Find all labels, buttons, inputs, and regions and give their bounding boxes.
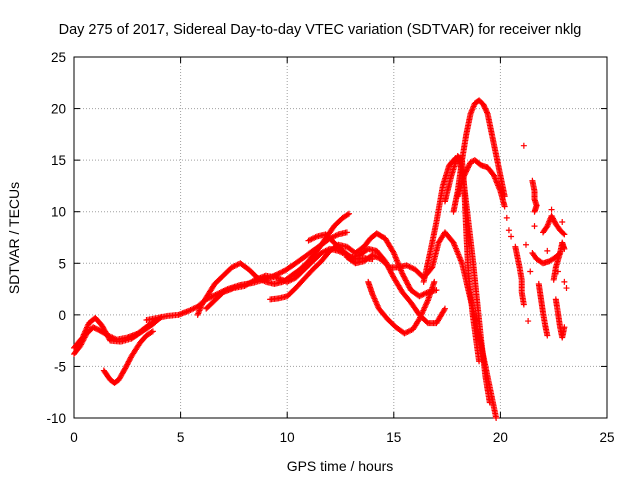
data-point [563,285,570,292]
data-point [462,169,469,176]
x-tick-label: 25 [599,430,614,445]
grid-lines [74,57,607,418]
data-point [561,278,568,285]
data-point [548,206,555,213]
chart-title: Day 275 of 2017, Sidereal Day-to-day VTE… [59,22,582,38]
data-point [505,227,512,234]
data-point [250,277,257,284]
x-tick-label: 15 [386,430,401,445]
data-point [493,415,500,421]
data-point [476,358,483,365]
data-point [465,163,472,170]
data-point [149,328,156,335]
y-tick-label: -5 [54,359,66,374]
data-point [390,248,397,255]
data-point [520,301,527,308]
data-point [461,172,468,179]
data-series [71,97,570,421]
data-point [486,399,493,406]
data-point [522,241,529,248]
data-point [480,101,487,108]
data-point [463,167,470,174]
data-point [561,231,568,238]
x-tick-label: 20 [493,430,508,445]
data-point [346,210,353,217]
data-point [148,329,155,336]
data-point [559,219,566,226]
data-point [531,223,538,230]
y-tick-label: 10 [51,205,66,220]
data-point [508,233,515,240]
y-tick-label: 20 [51,102,66,117]
plot-frame [73,56,608,419]
data-point [276,270,283,277]
data-point [461,171,468,178]
data-point [503,214,510,221]
data-point [483,108,490,115]
data-point [525,318,532,325]
data-point [209,293,216,300]
data-point [344,211,351,218]
data-point [463,168,470,175]
y-tick-label: -10 [46,411,66,426]
data-point [464,165,471,172]
data-point [554,268,561,275]
y-tick-label: 25 [51,50,66,65]
x-tick-label: 10 [280,430,295,445]
data-point [482,105,489,112]
data-point [433,287,440,294]
y-tick-label: 15 [51,153,66,168]
data-point [431,278,438,285]
data-point [441,305,448,312]
data-point [464,164,471,171]
y-axis-label: SDTVAR / TECUs [6,182,22,294]
data-point [278,269,285,276]
data-point [483,109,490,116]
data-point [482,106,489,113]
data-point [441,306,448,313]
y-tick-label: 0 [58,308,66,323]
data-point [481,104,488,111]
data-point [560,230,567,237]
axis-ticks: 0 5 10 15 20 25 -10 -5 0 5 10 15 20 25 [46,50,614,445]
data-point [527,268,534,275]
data-point [520,142,527,149]
data-point [561,245,568,252]
x-axis-label: GPS time / hours [287,458,394,474]
data-point [480,102,487,109]
y-tick-label: 5 [58,256,66,271]
data-point [466,161,473,168]
data-point [544,332,551,339]
x-tick-label: 5 [177,430,185,445]
data-point [279,268,286,275]
data-point [544,247,551,254]
data-point [531,208,538,215]
data-point [561,324,568,331]
x-tick-label: 0 [70,430,78,445]
data-point [343,229,350,236]
data-point [501,203,508,210]
